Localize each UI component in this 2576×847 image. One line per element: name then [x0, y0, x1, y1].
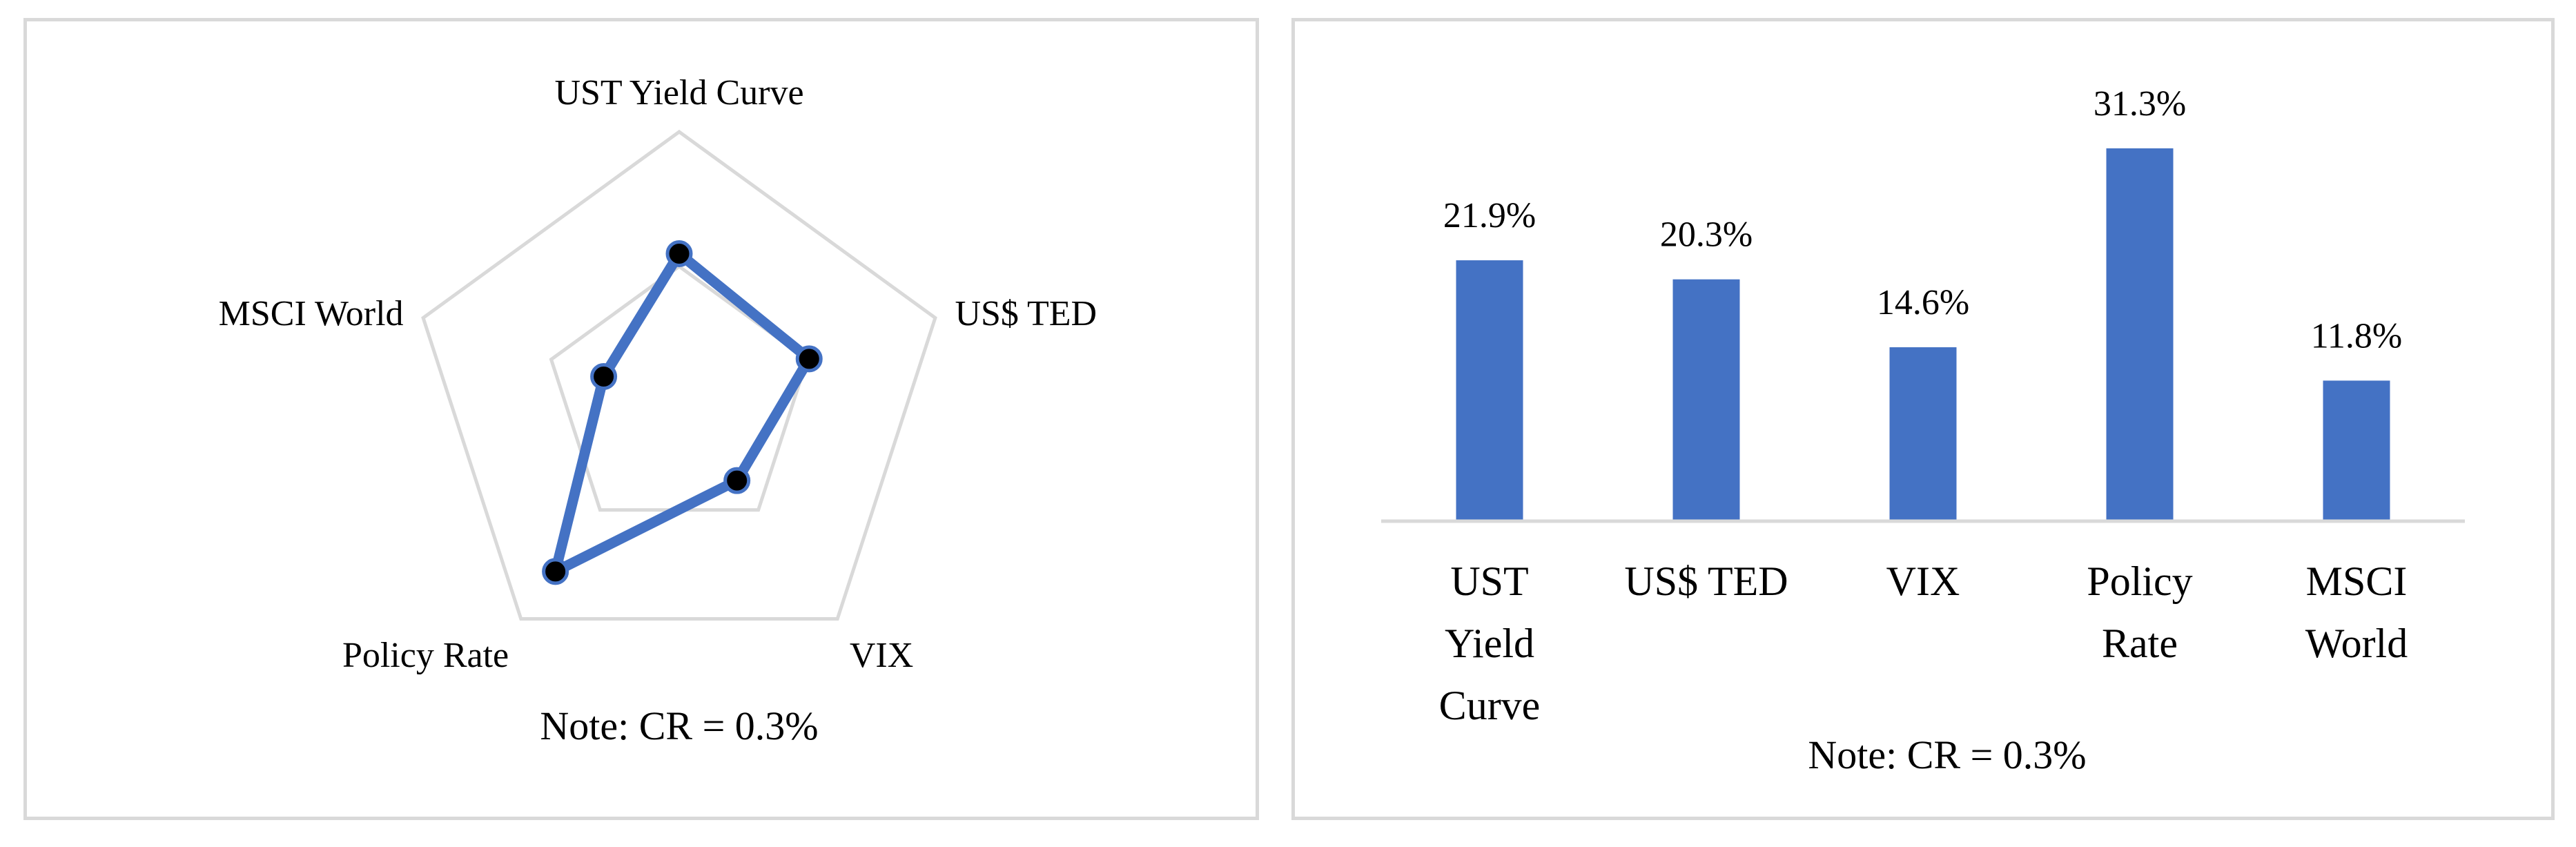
bar-us-ted — [1672, 279, 1740, 521]
radar-series — [542, 240, 823, 585]
radar-grid — [421, 129, 937, 621]
bar-category-label-policy-rate: Policy Rate — [2087, 558, 2192, 666]
radar-series-line — [550, 248, 814, 577]
radar-point-msci-world — [590, 362, 618, 390]
radar-chart-panel: UST Yield Curve US$ TED VIX Policy Rate MSCI… — [23, 18, 1259, 820]
bar-data-label-us-ted: 20.3% — [1660, 215, 1753, 255]
bar-category-label-ust-yield-curve: UST Yield Curve — [1439, 558, 1541, 728]
bar-category-label-vix: VIX — [1886, 558, 1960, 604]
radar-label-ust-yield-curve: UST Yield Curve — [554, 73, 803, 113]
bar-chart-panel: 21.9% 20.3% 14.6% 31.3% 11.8% UST Yield Curve U… — [1291, 18, 2555, 820]
bar-ust-yield-curve — [1456, 260, 1523, 521]
radar-label-us-ted: US$ TED — [955, 294, 1097, 333]
bar-data-label-ust-yield-curve: 21.9% — [1443, 196, 1536, 235]
radar-category-labels: UST Yield Curve US$ TED VIX Policy Rate MSCI… — [219, 73, 1097, 675]
bar-vix — [1889, 347, 1957, 521]
bar-chart: 21.9% 20.3%14.6%31.3%11.8% UST Yield CurveU… — [1381, 84, 2465, 777]
bar-category-label-us-ted: US$ TED — [1624, 558, 1788, 604]
bar-data-label-msci-world: 11.8% — [2311, 316, 2402, 356]
bar-data-label-policy-rate: 31.3% — [2094, 84, 2186, 124]
radar-gridline-20 — [549, 264, 810, 512]
radar-point-vix — [723, 467, 751, 494]
bar-data-label-vix: 14.6% — [1877, 283, 1969, 322]
radar-note: Note: CR = 0.3% — [540, 703, 818, 748]
radar-label-msci-world: MSCI World — [219, 294, 404, 333]
radar-label-policy-rate: Policy Rate — [342, 636, 509, 675]
radar-label-vix: VIX — [850, 636, 913, 675]
radar-point-policy-rate — [542, 558, 569, 585]
bar-msci-world — [2323, 380, 2390, 521]
radar-chart: UST Yield Curve US$ TED VIX Policy Rate MSCI… — [219, 73, 1097, 748]
bar-series — [1456, 148, 2390, 521]
bar-category-labels: UST Yield Curve US$ TED VIX Policy Rate MSCI Wor… — [1439, 558, 2408, 728]
bar-policy-rate — [2106, 148, 2174, 521]
radar-point-ust-yield-curve — [665, 240, 693, 267]
radar-gridline-40 — [421, 129, 937, 621]
bar-data-labels: 21.9% 20.3% 14.6% 31.3% 11.8% — [1443, 84, 2402, 356]
bar-note: Note: CR = 0.3% — [1808, 732, 2086, 777]
radar-point-us-ted — [795, 345, 823, 373]
bar-category-label-msci-world: MSCI World — [2305, 558, 2408, 666]
